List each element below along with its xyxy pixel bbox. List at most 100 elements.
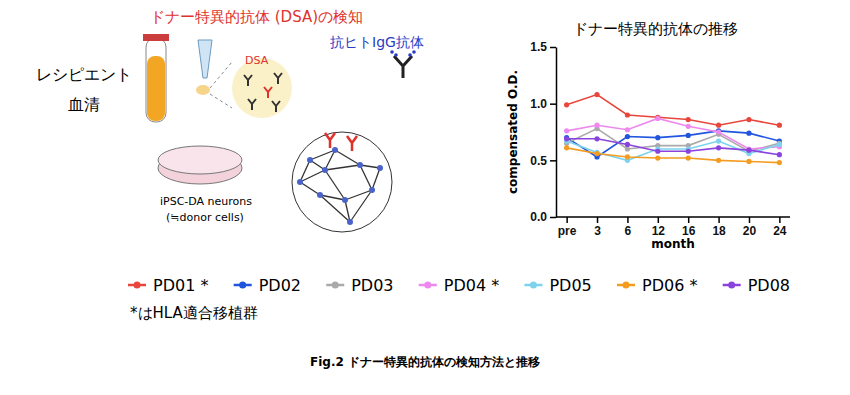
series-point (686, 149, 691, 154)
series-point (746, 159, 751, 164)
legend-entry: PD02 (234, 276, 301, 295)
x-tick-label: 3 (594, 224, 601, 238)
neuron (342, 197, 348, 203)
x-tick-label: 16 (682, 224, 696, 238)
neuron (357, 162, 363, 168)
series-point (625, 142, 630, 147)
x-tick-mark (718, 217, 720, 223)
series-line (567, 95, 780, 126)
series-point (655, 116, 660, 121)
y-axis-line (556, 48, 558, 218)
series-point (564, 102, 569, 107)
legend-marker (728, 282, 735, 289)
caption: Fig.2 ドナー特異的抗体の検知方法と推移 (310, 355, 540, 369)
serum-label: レシピエント (36, 65, 132, 84)
y-axis-title: compensated O.D. (506, 70, 520, 194)
igg-dot (412, 50, 416, 54)
plot-area (564, 92, 782, 165)
x-tick: 16 (682, 217, 696, 238)
neurite (300, 182, 320, 195)
legend-label: PD01 * (153, 276, 208, 295)
y-tick: 0.0 (530, 210, 556, 224)
series-point (716, 158, 721, 163)
chart-title: ドナー特異的抗体の推移 (573, 20, 738, 38)
cells-label: iPSC-DA neurons (160, 195, 252, 208)
neurite (325, 150, 335, 170)
x-tick-mark (658, 217, 660, 223)
antibody-icon (274, 73, 282, 84)
legend-marker (332, 282, 339, 289)
series-point (777, 152, 782, 157)
serum (147, 56, 165, 121)
series-line (567, 129, 780, 152)
neurite (300, 170, 325, 182)
y-tick-label: 1.5 (530, 40, 547, 54)
x-tick: 12 (652, 217, 666, 238)
x-tick: 3 (594, 217, 601, 238)
diagram: ドナー特異的抗体 (DSA)の検知抗ヒトIgG抗体レシピエント血清DSAiPSC… (36, 8, 424, 232)
antibody-icon (244, 75, 252, 86)
network (292, 132, 392, 232)
legend-label: PD06 * (642, 276, 697, 295)
y-tick-label: 0.0 (530, 210, 547, 224)
x-tick-mark (566, 217, 568, 223)
legend: PD01 *PD02PD03PD04 *PD05PD06 *PD08 (128, 276, 790, 295)
neuron (297, 179, 303, 185)
series-point (746, 117, 751, 122)
serum-label: 血清 (68, 95, 100, 114)
series-point (594, 92, 599, 97)
legend-marker (134, 282, 141, 289)
series-point (716, 129, 721, 134)
neurite (350, 190, 372, 222)
figure: ドナー特異的抗体 (DSA)の検知抗ヒトIgG抗体レシピエント血清DSAiPSC… (0, 0, 850, 395)
y-tick-label: 1.0 (530, 97, 547, 111)
series-point (625, 146, 630, 151)
x-tick: pre (558, 217, 577, 238)
dish-rim (158, 146, 242, 174)
y-tick: 0.5 (530, 154, 556, 168)
series-point (716, 123, 721, 128)
zoom-line (210, 62, 232, 108)
series-point (594, 136, 599, 141)
legend-label: PD08 (748, 276, 790, 295)
x-axis-title: month (651, 237, 695, 251)
legend-marker (623, 282, 630, 289)
y-tick-mark (550, 217, 556, 219)
x-tick-label: 24 (773, 224, 787, 238)
series-point (777, 142, 782, 147)
y-axis: 0.0 0.5 1.0 1.5 (530, 40, 556, 224)
series-point (655, 135, 660, 140)
legend-marker (239, 282, 246, 289)
legend-marker (424, 282, 431, 289)
x-tick-mark (779, 217, 781, 223)
neuron (332, 147, 338, 153)
series-line (567, 131, 780, 157)
x-tick-mark (597, 217, 599, 223)
series-point (686, 124, 691, 129)
neuron (307, 157, 313, 163)
neurite (360, 165, 372, 190)
x-tick-label: 18 (712, 224, 726, 238)
pipette (198, 40, 212, 78)
bound-antibody (347, 136, 357, 151)
legend-entry: PD08 (723, 276, 790, 295)
x-tick-label: pre (558, 224, 577, 238)
x-tick-label: 12 (652, 224, 666, 238)
footnote: *はHLA適合移植群 (130, 304, 258, 322)
y-tick-mark (550, 103, 556, 105)
cells-note: (≒donor cells) (166, 211, 244, 224)
legend-entry: PD04 * (419, 276, 499, 295)
series-point (686, 117, 691, 122)
x-tick-mark (688, 217, 690, 223)
legend-marker (530, 282, 537, 289)
series-point (746, 131, 751, 136)
series-point (655, 149, 660, 154)
zoom-circle (232, 58, 292, 118)
x-tick: 20 (743, 217, 757, 238)
antibody-icon (272, 101, 280, 112)
y-tick-mark (550, 160, 556, 162)
y-tick: 1.5 (530, 40, 556, 54)
legend-label: PD05 (549, 276, 591, 295)
legend-entry: PD01 * (128, 276, 208, 295)
antibody-label: 抗ヒトIgG抗体 (330, 34, 424, 50)
